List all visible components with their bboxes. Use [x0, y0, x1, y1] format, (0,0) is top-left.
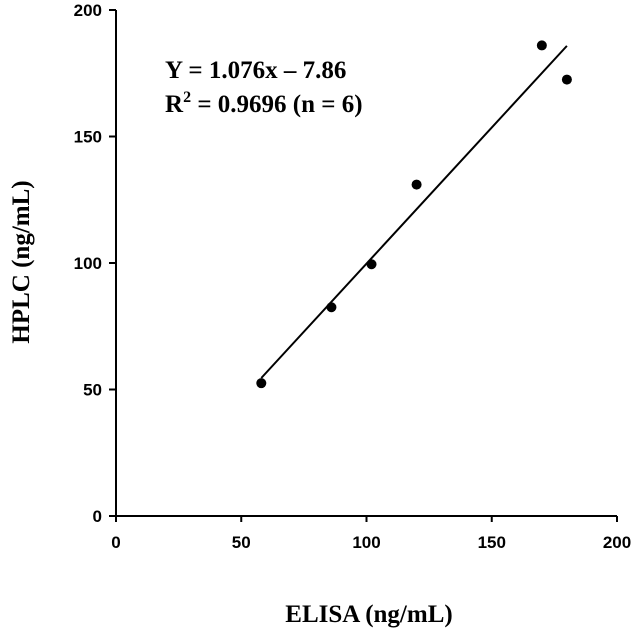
- data-point: [536, 40, 547, 51]
- y-tick-label: 200: [74, 1, 102, 20]
- x-tick-label: 50: [232, 533, 251, 552]
- trendline: [260, 45, 568, 379]
- data-point: [326, 302, 337, 313]
- r-squared-value: = 0.9696 (n = 6): [191, 91, 363, 118]
- x-tick-label: 200: [603, 533, 631, 552]
- data-point: [256, 378, 267, 389]
- x-ticks: 0 50 100 150 200: [111, 516, 631, 552]
- x-tick-label: 100: [352, 533, 380, 552]
- data-points: [256, 40, 572, 389]
- trendline-group: [260, 45, 568, 379]
- x-tick-label: 0: [111, 533, 120, 552]
- data-point: [411, 179, 422, 190]
- equation-annotation: Y = 1.076x – 7.86: [165, 57, 346, 84]
- x-tick-label: 150: [478, 533, 506, 552]
- y-axis-title: HPLC (ng/mL): [8, 180, 35, 343]
- y-tick-label: 0: [93, 507, 102, 526]
- data-point: [561, 74, 572, 85]
- y-ticks: 0 50 100 150 200: [74, 1, 116, 526]
- y-tick-label: 100: [74, 254, 102, 273]
- x-axis-title: ELISA (ng/mL): [285, 601, 452, 628]
- r-squared-superscript: 2: [183, 89, 191, 106]
- r-squared-prefix: R: [165, 91, 184, 118]
- y-tick-label: 150: [74, 128, 102, 147]
- y-tick-label: 50: [83, 381, 102, 400]
- r-squared-annotation: R2 = 0.9696 (n = 6): [165, 89, 363, 118]
- data-point: [366, 259, 377, 270]
